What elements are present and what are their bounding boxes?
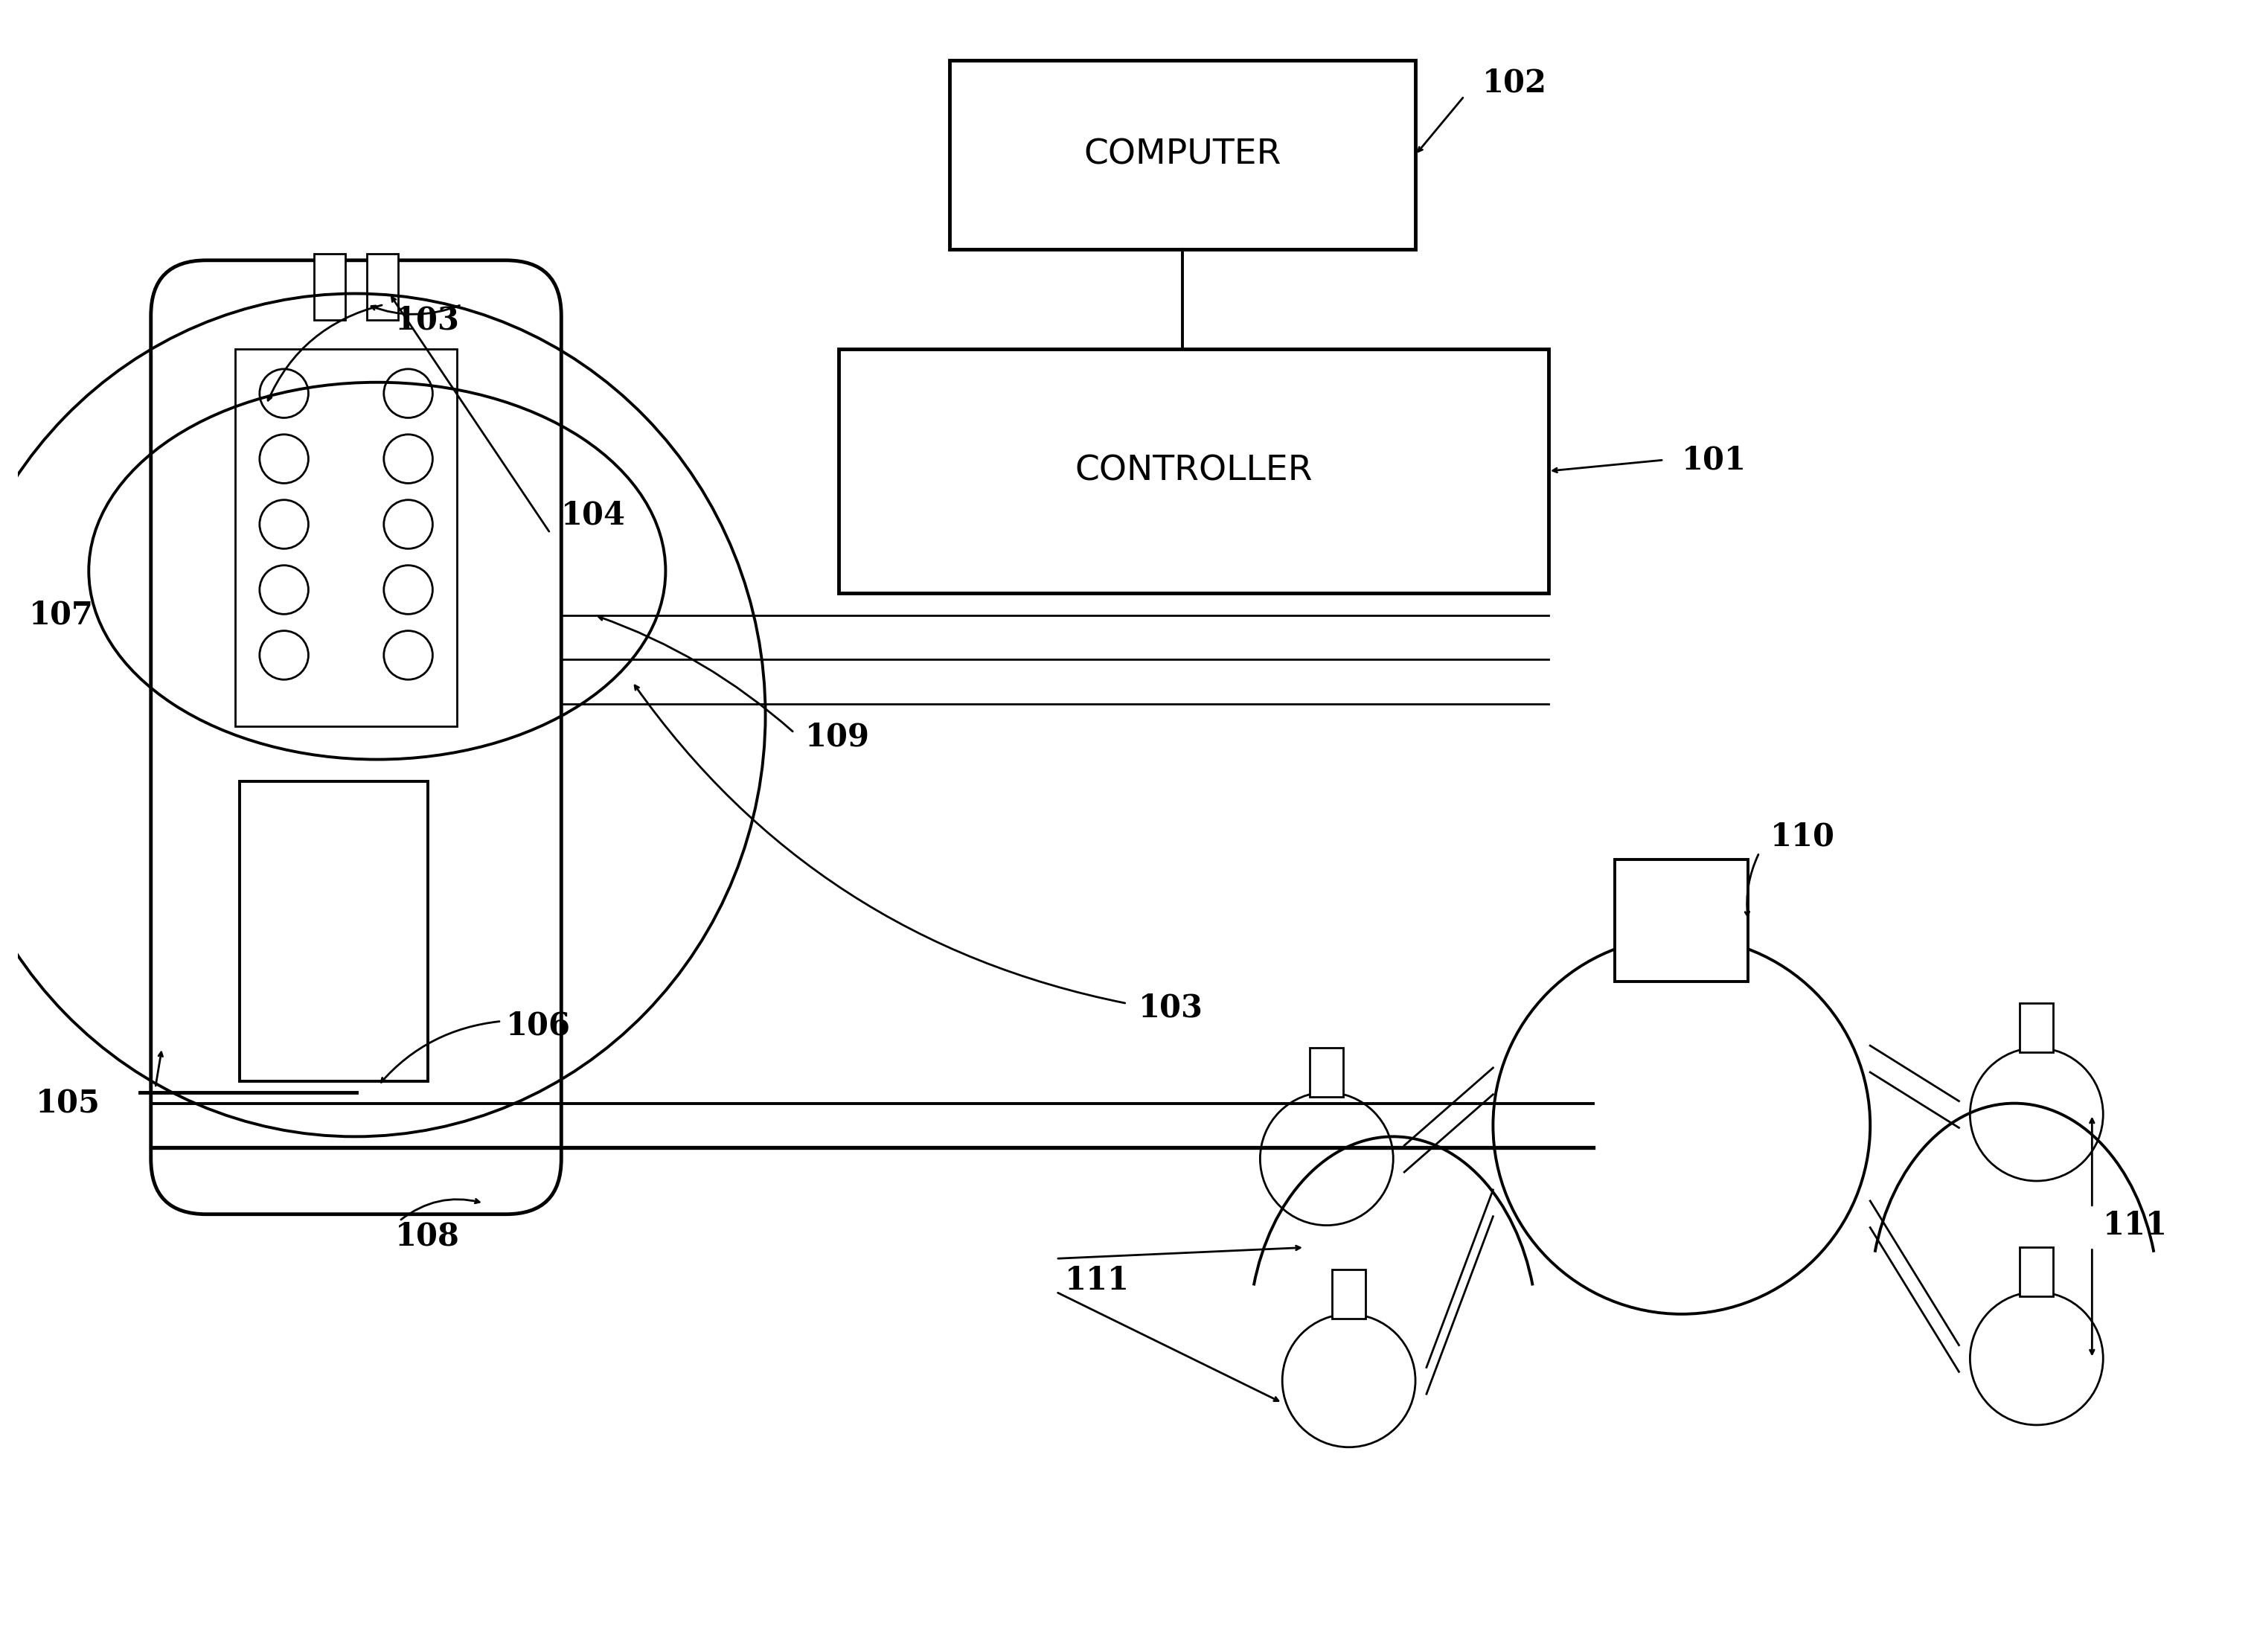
Bar	[1616, 859, 1749, 981]
Circle shape	[259, 368, 309, 418]
Text: CONTROLLER: CONTROLLER	[1075, 454, 1312, 487]
FancyBboxPatch shape	[151, 261, 561, 1214]
Text: COMPUTER: COMPUTER	[1084, 139, 1280, 172]
Circle shape	[383, 434, 433, 484]
Circle shape	[383, 368, 433, 418]
Text: 103: 103	[1138, 993, 1204, 1024]
Text: 110: 110	[1769, 821, 1835, 852]
Circle shape	[259, 565, 309, 615]
Bar	[1332, 1270, 1366, 1318]
Bar	[239, 781, 428, 1080]
Bar	[838, 349, 1548, 593]
Circle shape	[259, 434, 309, 484]
Circle shape	[1260, 1092, 1393, 1226]
Circle shape	[383, 501, 433, 548]
Circle shape	[1492, 937, 1871, 1313]
Text: 107: 107	[29, 600, 92, 631]
Bar	[949, 61, 1416, 249]
Bar	[234, 349, 458, 727]
Bar	[367, 254, 399, 320]
Text: 105: 105	[36, 1087, 99, 1118]
Bar	[1310, 1047, 1343, 1097]
Text: 103: 103	[394, 304, 460, 335]
Circle shape	[259, 501, 309, 548]
Circle shape	[383, 565, 433, 615]
Text: 102: 102	[1481, 68, 1546, 99]
Bar	[2020, 1003, 2053, 1052]
Text: 109: 109	[805, 722, 870, 753]
Text: 108: 108	[394, 1221, 460, 1252]
Text: 111: 111	[2103, 1209, 2168, 1241]
Text: 101: 101	[1681, 444, 1747, 476]
Bar	[313, 254, 345, 320]
Text: 106: 106	[505, 1009, 570, 1041]
Text: 111: 111	[1064, 1265, 1129, 1297]
Text: 104: 104	[561, 501, 627, 530]
Circle shape	[1283, 1313, 1416, 1447]
Circle shape	[383, 631, 433, 679]
Circle shape	[1970, 1047, 2103, 1181]
Circle shape	[1970, 1292, 2103, 1426]
Circle shape	[259, 631, 309, 679]
Bar	[2020, 1247, 2053, 1297]
